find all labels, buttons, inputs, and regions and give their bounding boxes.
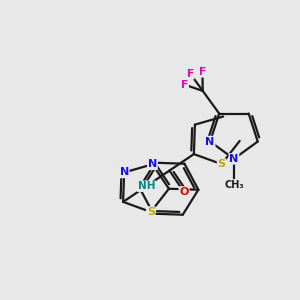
Text: S: S (218, 159, 226, 169)
Text: NH: NH (138, 181, 155, 191)
Text: F: F (187, 69, 194, 79)
Text: N: N (229, 154, 239, 164)
Text: N: N (148, 159, 157, 169)
Text: F: F (181, 80, 188, 90)
Text: N: N (119, 167, 129, 178)
Text: O: O (179, 187, 189, 197)
Text: S: S (147, 207, 155, 217)
Text: F: F (199, 67, 206, 77)
Text: CH₃: CH₃ (224, 180, 244, 190)
Text: N: N (206, 136, 215, 146)
